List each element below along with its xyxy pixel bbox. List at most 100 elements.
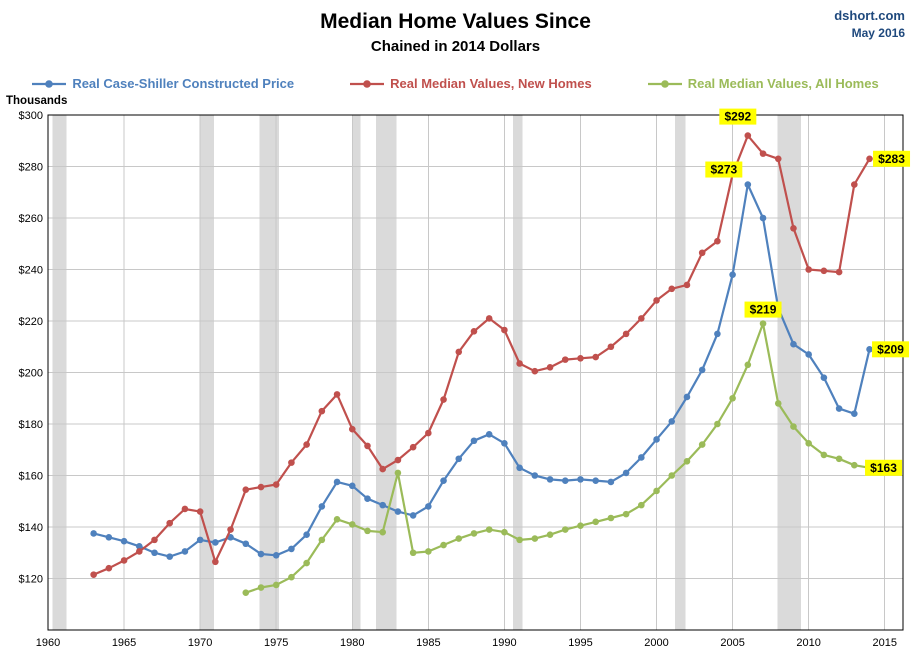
y-axis-tick-label: $140	[19, 522, 43, 534]
series-marker-case_shiller	[485, 431, 493, 438]
series-marker-case_shiller	[729, 271, 736, 278]
series-marker-new_homes	[470, 328, 478, 335]
series-marker-all_homes	[425, 548, 432, 555]
annotation-highlight	[719, 108, 757, 125]
series-marker-new_homes	[501, 326, 508, 334]
series-marker-all_homes	[257, 584, 265, 591]
series-marker-case_shiller	[120, 537, 128, 545]
y-axis-tick-label: $180	[19, 419, 43, 431]
annotation-value-label: $219	[750, 303, 777, 317]
series-marker-new_homes	[257, 483, 265, 491]
series-marker-all_homes	[714, 420, 721, 428]
series-marker-case_shiller	[379, 501, 386, 509]
series-marker-all_homes	[546, 531, 554, 539]
series-marker-all_homes	[851, 461, 858, 469]
series-marker-new_homes	[622, 330, 630, 338]
series-marker-case_shiller	[212, 539, 219, 546]
series-marker-case_shiller	[440, 477, 447, 484]
series-marker-new_homes	[379, 465, 386, 473]
y-axis-tick-label: $300	[19, 110, 43, 122]
legend-label: Real Median Values, New Homes	[390, 76, 592, 91]
series-marker-all_homes	[409, 549, 417, 557]
series-marker-case_shiller	[288, 545, 295, 553]
legend-label: Real Case-Shiller Constructed Price	[72, 76, 295, 91]
series-marker-all_homes	[592, 518, 599, 526]
legend-marker-icon	[350, 79, 385, 88]
series-marker-case_shiller	[653, 436, 660, 443]
series-marker-all_homes	[485, 526, 493, 533]
series-line-case_shiller	[93, 183, 871, 558]
series-marker-case_shiller	[151, 549, 158, 557]
series-marker-case_shiller	[105, 534, 113, 541]
watermark-site: dshort.com	[834, 8, 905, 23]
annotation-highlight	[872, 341, 910, 358]
series-marker-new_homes	[394, 456, 402, 464]
annotation-highlight	[744, 301, 782, 318]
series-marker-new_homes	[166, 519, 174, 527]
y-axis-tick-label: $260	[19, 213, 43, 225]
series-marker-new_homes	[805, 266, 812, 273]
series-marker-all_homes	[455, 535, 463, 542]
series-marker-case_shiller	[866, 346, 873, 353]
x-axis-tick-label: 1990	[492, 637, 516, 649]
y-axis-tick-label: $220	[19, 316, 43, 328]
series-marker-all_homes	[333, 515, 341, 523]
series-marker-new_homes	[212, 558, 219, 566]
series-marker-all_homes	[364, 527, 371, 535]
series-marker-case_shiller	[698, 366, 706, 374]
series-marker-case_shiller	[333, 478, 341, 486]
series-marker-case_shiller	[272, 552, 280, 559]
series-marker-new_homes	[820, 267, 828, 275]
series-marker-all_homes	[774, 400, 782, 407]
series-marker-new_homes	[151, 536, 158, 544]
y-axis-tick-label: $280	[19, 162, 43, 174]
annotation-value-label: $209	[877, 342, 904, 356]
series-marker-all_homes	[790, 423, 797, 430]
series-marker-new_homes	[288, 459, 295, 466]
series-marker-all_homes	[288, 573, 295, 581]
series-marker-new_homes	[744, 132, 752, 139]
series-marker-all_homes	[440, 541, 447, 549]
x-axis-tick-label: 1985	[416, 637, 440, 649]
series-marker-all_homes	[348, 521, 356, 528]
series-marker-new_homes	[196, 508, 204, 515]
series-marker-case_shiller	[851, 410, 858, 418]
x-axis-tick-label: 1965	[112, 637, 136, 649]
series-marker-new_homes	[714, 237, 721, 245]
series-marker-case_shiller	[516, 464, 523, 472]
series-marker-all_homes	[516, 536, 523, 544]
series-marker-case_shiller	[744, 181, 752, 188]
series-marker-new_homes	[592, 353, 599, 361]
series-marker-all_homes	[242, 589, 250, 596]
series-marker-case_shiller	[759, 214, 767, 222]
series-marker-all_homes	[303, 559, 310, 567]
series-marker-case_shiller	[425, 503, 432, 510]
series-marker-case_shiller	[409, 512, 417, 519]
series-marker-all_homes	[607, 514, 615, 522]
chart-title: Median Home Values Since	[320, 10, 591, 33]
x-axis-tick-label: 1960	[36, 637, 60, 649]
x-axis-tick-label: 2000	[644, 637, 668, 649]
chart-subtitle: Chained in 2014 Dollars	[370, 38, 541, 55]
legend-item-new_homes: Real Median Values, New Homes	[350, 76, 592, 91]
series-marker-case_shiller	[348, 482, 356, 490]
y-axis-tick-label: $120	[19, 574, 43, 586]
series-marker-case_shiller	[135, 543, 143, 550]
series-marker-all_homes	[379, 528, 386, 536]
series-marker-case_shiller	[561, 477, 569, 484]
series-marker-new_homes	[577, 355, 584, 362]
x-axis-tick-label: 1975	[264, 637, 288, 649]
series-marker-new_homes	[698, 249, 706, 257]
annotation-highlight	[873, 150, 911, 167]
series-marker-case_shiller	[318, 503, 326, 510]
series-marker-all_homes	[759, 320, 767, 327]
series-marker-all_homes	[318, 536, 326, 544]
series-marker-all_homes	[561, 526, 569, 533]
series-marker-new_homes	[866, 155, 873, 163]
series-marker-all_homes	[470, 530, 478, 537]
series-marker-all_homes	[653, 487, 660, 495]
series-marker-all_homes	[638, 501, 645, 509]
series-marker-new_homes	[531, 367, 539, 375]
series-marker-case_shiller	[577, 476, 584, 483]
y-axis-tick-label: $200	[19, 368, 43, 380]
